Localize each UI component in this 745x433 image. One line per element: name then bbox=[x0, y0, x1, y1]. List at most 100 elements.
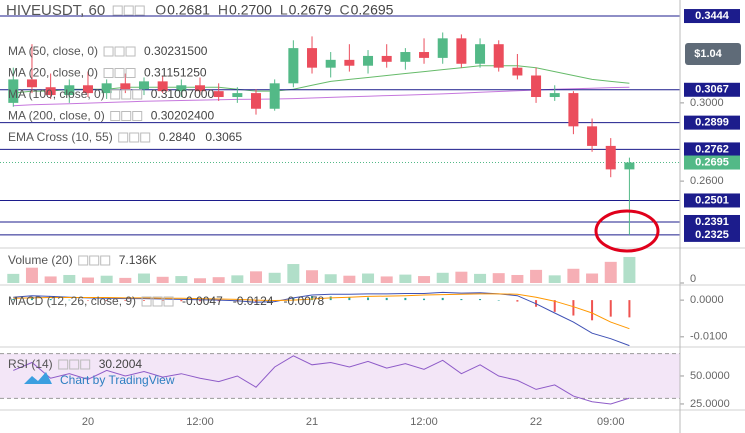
volume-bar bbox=[343, 275, 356, 283]
volume-bar bbox=[623, 256, 636, 283]
macd-histogram-bar bbox=[609, 300, 612, 317]
volume-bar bbox=[268, 272, 281, 283]
macd-histogram-bar bbox=[142, 300, 145, 301]
candle-body bbox=[381, 55, 392, 62]
candle-body bbox=[531, 75, 542, 98]
ohlc-key: H bbox=[218, 2, 228, 18]
macd-histogram-bar bbox=[348, 297, 351, 301]
volume-bar bbox=[436, 272, 449, 283]
volume-bar bbox=[100, 275, 113, 283]
legend-icon bbox=[140, 132, 151, 143]
legend-icon bbox=[141, 296, 152, 307]
macd-histogram-bar bbox=[423, 298, 426, 301]
legend-icon bbox=[103, 46, 114, 57]
macd-histogram-bar bbox=[497, 300, 500, 301]
macd-histogram-bar bbox=[572, 300, 575, 316]
macd-histogram-bar bbox=[30, 297, 33, 301]
macd-histogram-bar bbox=[516, 300, 519, 302]
volume-bar bbox=[492, 273, 505, 283]
macd-histogram-bar bbox=[292, 297, 295, 301]
ohlc-value: 0.2700 bbox=[229, 2, 272, 18]
last-price-label: 0.2695 bbox=[695, 156, 729, 168]
volume-bar bbox=[418, 276, 431, 283]
last-price-box bbox=[684, 155, 740, 170]
candle-body bbox=[232, 93, 243, 98]
candle-body bbox=[288, 48, 299, 84]
price-label: 0.3444 bbox=[695, 10, 730, 22]
candle-body bbox=[101, 83, 112, 94]
macd-histogram-bar bbox=[441, 297, 444, 301]
y-tick-label: 0.3000 bbox=[690, 97, 724, 109]
moving-average-line bbox=[13, 86, 630, 107]
moving-average-line bbox=[13, 65, 630, 94]
candle-body bbox=[549, 93, 560, 98]
watermark-logo bbox=[24, 372, 52, 384]
candle-body bbox=[325, 59, 336, 68]
price-label-box bbox=[684, 9, 740, 24]
legend-icon bbox=[125, 46, 136, 57]
annotation-circle bbox=[594, 209, 660, 253]
legend-title: EMA Cross (10, 55) bbox=[8, 130, 113, 144]
price-label: 0.2762 bbox=[695, 143, 729, 155]
macd-histogram-bar bbox=[49, 299, 52, 301]
legend-icon bbox=[110, 89, 121, 100]
currency-badge: $1.04 bbox=[694, 48, 722, 60]
rsi-band bbox=[0, 353, 680, 399]
candle-body bbox=[512, 67, 523, 76]
volume-bar bbox=[156, 276, 169, 283]
volume-bar bbox=[306, 270, 319, 283]
x-tick-label: 12:00 bbox=[410, 416, 438, 428]
y-tick-label: 0.0000 bbox=[690, 294, 724, 306]
candle-body bbox=[568, 93, 579, 127]
volume-bar bbox=[63, 274, 76, 283]
legend-value: 0.2840 bbox=[159, 130, 196, 144]
macd-histogram-bar bbox=[479, 299, 482, 301]
legend-icon bbox=[121, 89, 132, 100]
legend-value: 0.3065 bbox=[205, 130, 242, 144]
macd-histogram-bar bbox=[105, 300, 108, 301]
candle-body bbox=[363, 55, 374, 66]
legend-icon bbox=[125, 68, 136, 78]
candle-body bbox=[475, 44, 486, 64]
candle-body bbox=[251, 93, 262, 109]
legend-icon bbox=[103, 68, 114, 78]
macd-histogram-bar bbox=[124, 300, 127, 301]
ohlc-value: 0.2681 bbox=[167, 2, 210, 18]
legend-title: MA (100, close, 0) bbox=[8, 87, 105, 101]
volume-bar bbox=[137, 273, 150, 283]
y-tick-label: 0 bbox=[690, 273, 696, 285]
macd-histogram-bar bbox=[460, 299, 463, 301]
price-label: 0.2899 bbox=[695, 117, 729, 129]
candle-body bbox=[45, 87, 56, 96]
legend-icon bbox=[112, 5, 123, 16]
volume-bar bbox=[324, 274, 337, 283]
legend-title: MACD (12, 26, close, 9) bbox=[8, 294, 136, 308]
volume-bar bbox=[567, 268, 580, 283]
macd-histogram-bar bbox=[161, 300, 164, 301]
legend-icon bbox=[123, 5, 134, 16]
legend-value: -0.0078 bbox=[283, 294, 324, 308]
legend-icon bbox=[69, 359, 80, 370]
volume-bar bbox=[44, 276, 57, 283]
macd-histogram-bar bbox=[311, 296, 314, 301]
candle-body bbox=[213, 91, 224, 98]
candle-body bbox=[344, 59, 355, 66]
signal-line bbox=[13, 293, 630, 330]
price-label-box bbox=[684, 214, 740, 229]
legend-icon bbox=[114, 68, 125, 78]
legend-icon bbox=[78, 255, 89, 266]
candle-body bbox=[138, 81, 149, 90]
candle-body bbox=[82, 85, 93, 94]
candle-body bbox=[587, 126, 598, 146]
price-label-box bbox=[684, 142, 740, 157]
candle-body bbox=[605, 145, 616, 170]
x-tick-label: 21 bbox=[306, 416, 318, 428]
legend-icon bbox=[134, 5, 145, 16]
candle-body bbox=[64, 85, 75, 96]
volume-bar bbox=[511, 274, 524, 283]
price-label-box bbox=[684, 193, 740, 208]
price-label: 0.3067 bbox=[695, 84, 729, 96]
price-label: 0.2501 bbox=[695, 194, 729, 206]
candle-body bbox=[26, 79, 37, 88]
y-tick-label: 25.0000 bbox=[690, 398, 730, 410]
